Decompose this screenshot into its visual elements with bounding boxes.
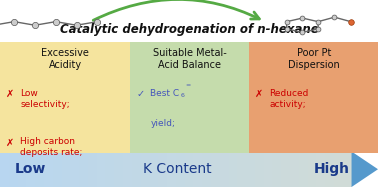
FancyBboxPatch shape (132, 151, 141, 187)
FancyBboxPatch shape (35, 151, 44, 187)
FancyBboxPatch shape (246, 151, 255, 187)
FancyBboxPatch shape (281, 151, 290, 187)
Text: Suitable Metal-
Acid Balance: Suitable Metal- Acid Balance (153, 48, 227, 70)
Text: High: High (314, 162, 350, 176)
FancyBboxPatch shape (53, 151, 62, 187)
Text: High carbon
deposits rate;: High carbon deposits rate; (20, 137, 82, 157)
FancyBboxPatch shape (44, 151, 53, 187)
FancyBboxPatch shape (228, 151, 238, 187)
Text: Best C: Best C (150, 89, 180, 98)
Text: K Content: K Content (143, 162, 212, 176)
FancyBboxPatch shape (9, 151, 18, 187)
Text: Catalytic dehydrogenation of n-hexane: Catalytic dehydrogenation of n-hexane (60, 22, 318, 36)
Text: Reduced
activity;: Reduced activity; (270, 89, 309, 109)
FancyBboxPatch shape (273, 151, 282, 187)
FancyBboxPatch shape (316, 151, 325, 187)
Polygon shape (352, 151, 378, 187)
FancyBboxPatch shape (184, 151, 194, 187)
FancyBboxPatch shape (0, 151, 9, 187)
FancyBboxPatch shape (26, 151, 36, 187)
Text: =: = (185, 83, 191, 88)
FancyBboxPatch shape (264, 151, 273, 187)
FancyBboxPatch shape (308, 151, 317, 187)
FancyBboxPatch shape (237, 151, 246, 187)
Text: Low: Low (15, 162, 46, 176)
Text: Low
selectivity;: Low selectivity; (20, 89, 70, 109)
FancyBboxPatch shape (70, 151, 79, 187)
FancyBboxPatch shape (194, 151, 203, 187)
FancyBboxPatch shape (158, 151, 167, 187)
Text: ✗: ✗ (6, 89, 14, 99)
FancyBboxPatch shape (211, 151, 220, 187)
FancyBboxPatch shape (202, 151, 211, 187)
Text: Excessive
Acidity: Excessive Acidity (41, 48, 89, 70)
FancyBboxPatch shape (114, 151, 123, 187)
FancyBboxPatch shape (255, 151, 264, 187)
FancyBboxPatch shape (88, 151, 97, 187)
FancyBboxPatch shape (167, 151, 176, 187)
Text: yield;: yield; (150, 119, 175, 128)
Text: 6: 6 (181, 93, 184, 98)
FancyBboxPatch shape (123, 151, 132, 187)
Text: ✗: ✗ (6, 137, 14, 147)
FancyBboxPatch shape (334, 151, 343, 187)
FancyBboxPatch shape (105, 151, 115, 187)
Text: ✗: ✗ (255, 89, 263, 99)
FancyBboxPatch shape (220, 151, 229, 187)
FancyBboxPatch shape (176, 151, 185, 187)
FancyBboxPatch shape (62, 151, 71, 187)
FancyBboxPatch shape (130, 42, 249, 153)
FancyBboxPatch shape (299, 151, 308, 187)
FancyArrowPatch shape (93, 0, 259, 20)
FancyBboxPatch shape (17, 151, 27, 187)
FancyBboxPatch shape (141, 151, 150, 187)
FancyBboxPatch shape (343, 151, 352, 187)
FancyBboxPatch shape (79, 151, 88, 187)
FancyBboxPatch shape (290, 151, 299, 187)
FancyBboxPatch shape (325, 151, 334, 187)
FancyBboxPatch shape (97, 151, 106, 187)
Text: ✓: ✓ (136, 89, 144, 99)
FancyBboxPatch shape (149, 151, 159, 187)
FancyBboxPatch shape (0, 42, 130, 153)
FancyBboxPatch shape (249, 42, 378, 153)
Text: Poor Pt
Dispersion: Poor Pt Dispersion (288, 48, 339, 70)
